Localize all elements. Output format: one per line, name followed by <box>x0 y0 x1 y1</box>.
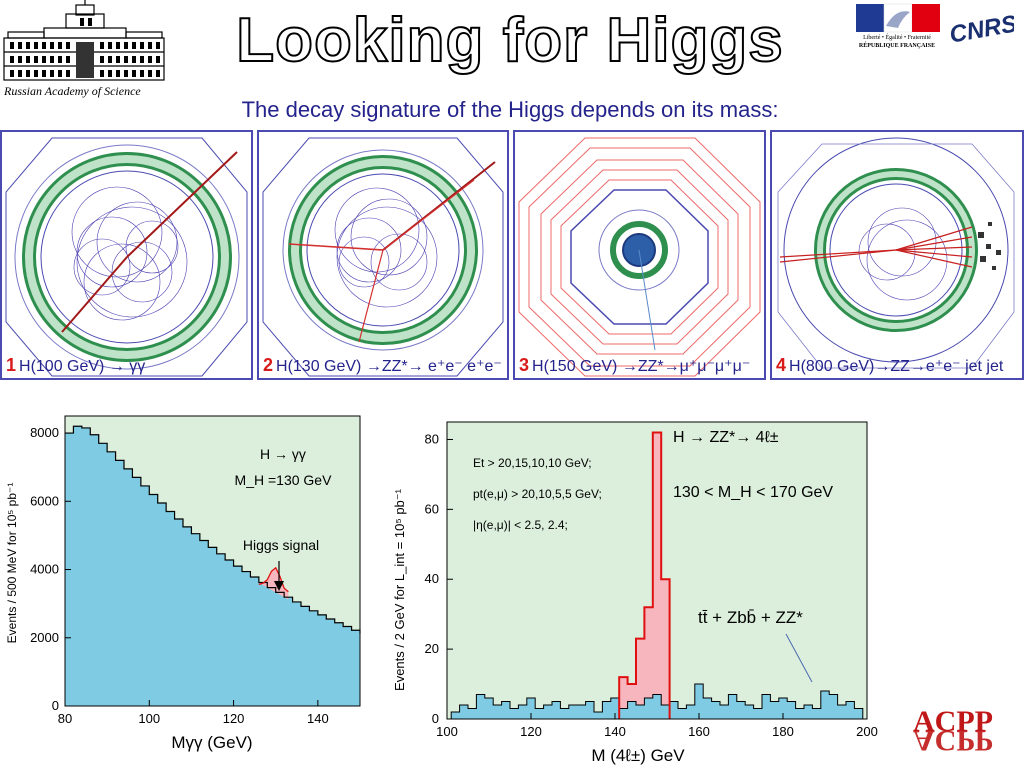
chart-left-xtick-label: 140 <box>307 711 329 726</box>
chart-left-signal-label: Higgs signal <box>243 537 319 553</box>
event-display-3 <box>518 137 761 377</box>
page-subtitle: The decay signature of the Higgs depends… <box>241 97 779 122</box>
cnrs-logo-text: CNRS <box>948 10 1014 48</box>
chart-right-background-line <box>450 683 864 719</box>
chart-right-signal-area <box>619 432 670 719</box>
event-display-panel-1: 1 H(100 GeV) → γγ <box>0 130 253 380</box>
panel-caption-1: 1 H(100 GeV) → γγ <box>6 355 145 376</box>
acpp-logo: ACPP ACPP <box>913 705 993 757</box>
acpp-logo-text: ACPP <box>913 705 993 738</box>
panel-caption-2: 2 H(130 GeV) →ZZ*→ e⁺e⁻ e⁺e⁻ <box>263 355 502 376</box>
event-display-4 <box>777 137 1015 369</box>
chart-left-signal-line <box>258 566 289 593</box>
chart-left-ytick-label: 8000 <box>30 425 59 440</box>
background-label-pointer <box>785 633 813 683</box>
chart-right-xtick-label: 160 <box>688 724 710 739</box>
chart-left-ytick-label: 4000 <box>30 562 59 577</box>
chart-left-background-area <box>65 426 360 706</box>
chart-left-xtick-label: 120 <box>223 711 245 726</box>
chart-left-ytick-label: 6000 <box>30 493 59 508</box>
chart-left-frame <box>64 415 361 707</box>
chart-left-background-line <box>65 425 361 634</box>
chart-right-cuts-line3: |η(e,μ)| < 2.5, 2.4; <box>473 518 568 532</box>
chart-right-axes: 100 120 140 160 180 200 0 20 40 60 80 <box>425 431 878 739</box>
chart-right-ytick-label: 0 <box>432 711 439 726</box>
chart-right-xtick-label: 100 <box>436 724 458 739</box>
russian-academy-building-logo <box>3 0 165 81</box>
chart-right-xtick-label: 180 <box>772 724 794 739</box>
chart-left-ylabel: Events / 500 MeV for 10⁵ pb⁻¹ <box>5 483 19 644</box>
chart-left-process-label: H → γγ <box>260 446 306 462</box>
panel-caption-text-2: H(130 GeV) →ZZ*→ e⁺e⁻ e⁺e⁻ <box>276 358 502 375</box>
page-title: Looking for Higgs <box>235 5 784 76</box>
event-display-panel-2: 2 H(130 GeV) →ZZ*→ e⁺e⁻ e⁺e⁻ <box>257 130 509 380</box>
chart-higgs-gamma-gamma: 80 100 120 140 0 2000 4000 6000 8000 H → γγ M_H … <box>5 415 361 752</box>
chart-right-background-label: tt̄ + Zbb̄ + ZZ* <box>698 608 803 627</box>
chart-right-process-label: H → ZZ*→ 4ℓ± <box>673 429 779 446</box>
panel-number-4: 4 <box>776 355 787 375</box>
chart-right-xlabel: M (4ℓ±) GeV <box>591 746 685 765</box>
acpp-logo-reflection: ACPP <box>913 724 993 757</box>
chart-right-signal-line <box>618 431 671 719</box>
event-display-2 <box>262 137 504 377</box>
republique-francaise-logo <box>856 3 940 33</box>
chart-left-mass-label: M_H =130 GeV <box>235 472 333 488</box>
chart-right-cuts-line1: Et > 20,15,10,10 GeV; <box>473 456 592 470</box>
chart-left-ytick-label: 0 <box>52 698 59 713</box>
chart-right-xtick-label: 120 <box>520 724 542 739</box>
event-display-panel-3: 3 H(150 GeV) →ZZ*→μ⁺μ⁻μ⁺μ⁻ <box>513 130 766 380</box>
event-display-panel-4: 4 H(800 GeV)→ZZ→e⁺e⁻ jet jet <box>770 130 1024 380</box>
chart-right-xtick-label: 140 <box>604 724 626 739</box>
ras-caption: Russian Academy of Science <box>4 84 141 98</box>
panel-number-3: 3 <box>519 355 530 375</box>
panel-caption-4: 4 H(800 GeV)→ZZ→e⁺e⁻ jet jet <box>776 355 1003 376</box>
chart-left-axes: 80 100 120 140 0 2000 4000 6000 8000 <box>30 425 329 726</box>
rf-caption: Liberté • Égalité • Fraternité RÉPUBLIQU… <box>852 34 942 50</box>
panel-number-1: 1 <box>6 355 17 375</box>
chart-right-ytick-label: 40 <box>425 571 439 586</box>
chart-right-xtick-label: 200 <box>856 724 878 739</box>
chart-right-frame <box>446 421 868 720</box>
cnrs-logo: CNRS <box>948 10 1014 48</box>
chart-left-xlabel: Mγγ (GeV) <box>171 733 252 752</box>
chart-right-ylabel: Events / 2 GeV for L_int = 10⁵ pb⁻¹ <box>392 488 407 691</box>
chart-left-xtick-label: 100 <box>138 711 160 726</box>
chart-higgs-zz-4l: 100 120 140 160 180 200 0 20 40 60 80 Et > 20,15,1… <box>392 421 878 765</box>
event-display-1 <box>5 137 248 377</box>
chart-right-background-area <box>451 684 863 719</box>
chart-right-ytick-label: 60 <box>425 501 439 516</box>
chart-left-xtick-label: 80 <box>58 711 72 726</box>
chart-right-mass-range-label: 130 < M_H < 170 GeV <box>673 484 833 501</box>
panel-caption-text-4: H(800 GeV)→ZZ→e⁺e⁻ jet jet <box>789 358 1004 375</box>
panel-caption-3: 3 H(150 GeV) →ZZ*→μ⁺μ⁻μ⁺μ⁻ <box>519 355 750 376</box>
chart-left-signal-area <box>258 567 289 600</box>
chart-left-ytick-label: 2000 <box>30 630 59 645</box>
chart-right-cuts-line2: pt(e,μ) > 20,10,5,5 GeV; <box>473 487 602 501</box>
rf-caption-line2: RÉPUBLIQUE FRANÇAISE <box>858 43 936 49</box>
rf-caption-line1: Liberté • Égalité • Fraternité <box>863 35 931 41</box>
panel-caption-text-1: H(100 GeV) → γγ <box>19 358 146 375</box>
signal-arrow-head <box>274 581 284 591</box>
panel-number-2: 2 <box>263 355 274 375</box>
panel-caption-text-3: H(150 GeV) →ZZ*→μ⁺μ⁻μ⁺μ⁻ <box>532 358 751 375</box>
chart-right-ytick-label: 80 <box>425 431 439 446</box>
chart-right-ytick-label: 20 <box>425 641 439 656</box>
